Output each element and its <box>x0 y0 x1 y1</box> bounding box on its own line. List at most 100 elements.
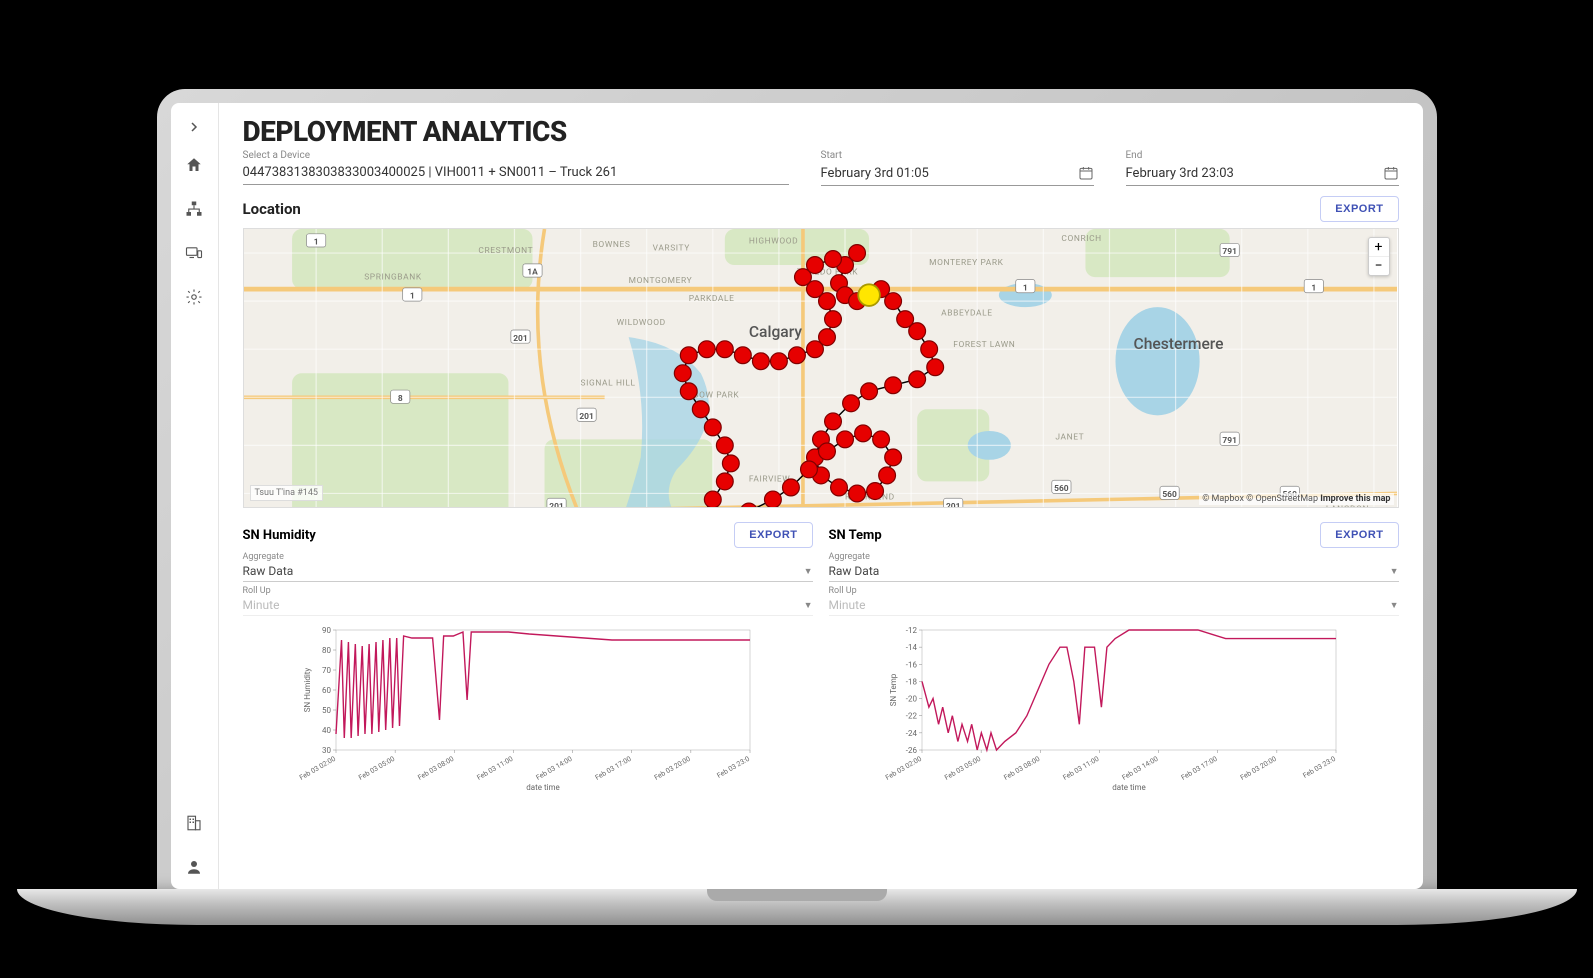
laptop-notch <box>707 889 887 901</box>
sidebar-expand-button[interactable] <box>171 111 218 143</box>
svg-text:SPRINGBANK: SPRINGBANK <box>364 272 422 282</box>
svg-text:Chestermere: Chestermere <box>1133 335 1223 353</box>
svg-text:70: 70 <box>322 666 331 675</box>
zoom-out-button[interactable]: − <box>1369 257 1389 275</box>
svg-text:Feb 03 02:00: Feb 03 02:00 <box>298 755 337 782</box>
rollup-select[interactable]: Minute▼ <box>829 596 1399 616</box>
svg-text:FOREST LAWN: FOREST LAWN <box>953 340 1015 350</box>
end-value: February 3rd 23:03 <box>1126 166 1383 181</box>
svg-text:Feb 03 14:00: Feb 03 14:00 <box>534 755 573 782</box>
attrib-mapbox: © Mapbox <box>1202 494 1244 504</box>
export-chart-button[interactable]: EXPORT <box>1320 522 1398 548</box>
attrib-osm: © OpenStreetMap <box>1246 494 1318 504</box>
svg-text:CRESTMONT: CRESTMONT <box>478 246 533 256</box>
end-label: End <box>1126 150 1399 161</box>
svg-text:-18: -18 <box>905 677 917 686</box>
device-field: Select a Device 044738313830383300340002… <box>243 150 789 186</box>
svg-text:8: 8 <box>397 394 402 404</box>
svg-text:VARSITY: VARSITY <box>652 244 689 254</box>
chevron-right-icon <box>189 122 199 132</box>
svg-text:-20: -20 <box>905 695 917 704</box>
svg-text:90: 90 <box>322 626 331 635</box>
svg-text:date time: date time <box>1112 783 1146 792</box>
chart-card-0: SN Humidity EXPORT Aggregate Raw Data▼ R… <box>243 522 813 796</box>
nav-home[interactable] <box>178 149 210 181</box>
rollup-select[interactable]: Minute▼ <box>243 596 813 616</box>
chart-title: SN Temp <box>829 528 882 543</box>
svg-text:MONTEREY PARK: MONTEREY PARK <box>929 258 1003 268</box>
aggregate-label: Aggregate <box>829 552 1399 562</box>
svg-text:-12: -12 <box>905 626 917 635</box>
svg-text:JANET: JANET <box>1055 432 1084 442</box>
aggregate-select[interactable]: Raw Data▼ <box>243 562 813 582</box>
svg-text:Feb 03 08:00: Feb 03 08:00 <box>416 755 455 782</box>
end-input[interactable]: February 3rd 23:03 <box>1126 163 1399 186</box>
svg-text:-14: -14 <box>905 643 917 652</box>
device-value: 0447383138303833003400025 | VIH0011 + SN… <box>243 165 789 180</box>
svg-text:-26: -26 <box>905 746 917 755</box>
export-chart-button[interactable]: EXPORT <box>734 522 812 548</box>
start-label: Start <box>821 150 1094 161</box>
svg-text:CONRICH: CONRICH <box>1061 234 1101 244</box>
svg-text:Feb 03 20:00: Feb 03 20:00 <box>1239 755 1278 782</box>
export-location-button[interactable]: EXPORT <box>1320 196 1398 222</box>
svg-text:560: 560 <box>1054 484 1069 494</box>
nav-devices[interactable] <box>178 237 210 269</box>
svg-text:50: 50 <box>322 706 331 715</box>
laptop-base <box>17 889 1577 925</box>
map-panel[interactable]: SPRINGBANK CRESTMONT BOWNES VARSITY HIGHWOOD… <box>243 228 1399 508</box>
nav-hierarchy[interactable] <box>178 193 210 225</box>
home-icon <box>185 156 203 174</box>
svg-text:MONTGOMERY: MONTGOMERY <box>628 276 692 286</box>
map-reserve-badge: Tsuu T'ina #145 <box>250 485 323 501</box>
location-title: Location <box>243 200 301 218</box>
start-input[interactable]: February 3rd 01:05 <box>821 163 1094 186</box>
devices-icon <box>185 244 203 262</box>
svg-text:date time: date time <box>526 783 560 792</box>
main-content: DEPLOYMENT ANALYTICS Select a Device 044… <box>219 103 1423 889</box>
map-canvas: SPRINGBANK CRESTMONT BOWNES VARSITY HIGHWOOD… <box>244 229 1398 508</box>
charts-row: SN Humidity EXPORT Aggregate Raw Data▼ R… <box>243 522 1399 796</box>
start-value: February 3rd 01:05 <box>821 166 1078 181</box>
svg-text:201: 201 <box>579 412 593 422</box>
filters-row: Select a Device 044738313830383300340002… <box>243 150 1399 186</box>
svg-text:Feb 03 17:00: Feb 03 17:00 <box>1179 755 1218 782</box>
svg-text:Feb 03 11:00: Feb 03 11:00 <box>1061 755 1100 782</box>
aggregate-select[interactable]: Raw Data▼ <box>829 562 1399 582</box>
svg-text:SN Temp: SN Temp <box>889 673 898 706</box>
nav-settings[interactable] <box>178 281 210 313</box>
svg-text:Feb 03 02:00: Feb 03 02:00 <box>884 755 923 782</box>
svg-text:1: 1 <box>1022 283 1027 293</box>
calendar-icon <box>1383 165 1399 181</box>
laptop-frame: DEPLOYMENT ANALYTICS Select a Device 044… <box>157 89 1437 889</box>
gear-icon <box>185 288 203 306</box>
device-select[interactable]: 0447383138303833003400025 | VIH0011 + SN… <box>243 163 789 185</box>
rollup-label: Roll Up <box>829 586 1399 596</box>
svg-text:WILDWOOD: WILDWOOD <box>616 318 665 328</box>
svg-text:LANGDON: LANGDON <box>1325 504 1368 508</box>
svg-text:560: 560 <box>1162 490 1177 500</box>
attrib-improve[interactable]: Improve this map <box>1320 494 1390 504</box>
aggregate-label: Aggregate <box>243 552 813 562</box>
svg-text:BOWNES: BOWNES <box>592 240 630 250</box>
start-field: Start February 3rd 01:05 <box>821 150 1094 186</box>
svg-text:40: 40 <box>322 726 331 735</box>
nav-account[interactable] <box>178 851 210 883</box>
svg-text:HIGHWOOD: HIGHWOOD <box>748 236 797 246</box>
svg-text:201: 201 <box>549 502 563 508</box>
zoom-in-button[interactable]: + <box>1369 238 1389 257</box>
map-attribution: © Mapbox © OpenStreetMap Improve this ma… <box>1199 493 1393 505</box>
nav-org[interactable] <box>178 807 210 839</box>
svg-text:791: 791 <box>1222 247 1236 257</box>
chart-plot: 30405060708090SN HumidityFeb 03 02:00Feb… <box>243 622 813 792</box>
end-field: End February 3rd 23:03 <box>1126 150 1399 186</box>
svg-text:201: 201 <box>945 502 959 508</box>
svg-text:1A: 1A <box>527 268 538 278</box>
svg-text:201: 201 <box>513 334 527 344</box>
svg-text:Feb 03 05:00: Feb 03 05:00 <box>357 755 396 782</box>
chart-plot: -26-24-22-20-18-16-14-12SN TempFeb 03 02… <box>829 622 1399 792</box>
map-zoom-controls: + − <box>1368 237 1390 276</box>
svg-text:791: 791 <box>1222 436 1236 446</box>
svg-text:60: 60 <box>322 686 331 695</box>
chart-title: SN Humidity <box>243 528 316 543</box>
